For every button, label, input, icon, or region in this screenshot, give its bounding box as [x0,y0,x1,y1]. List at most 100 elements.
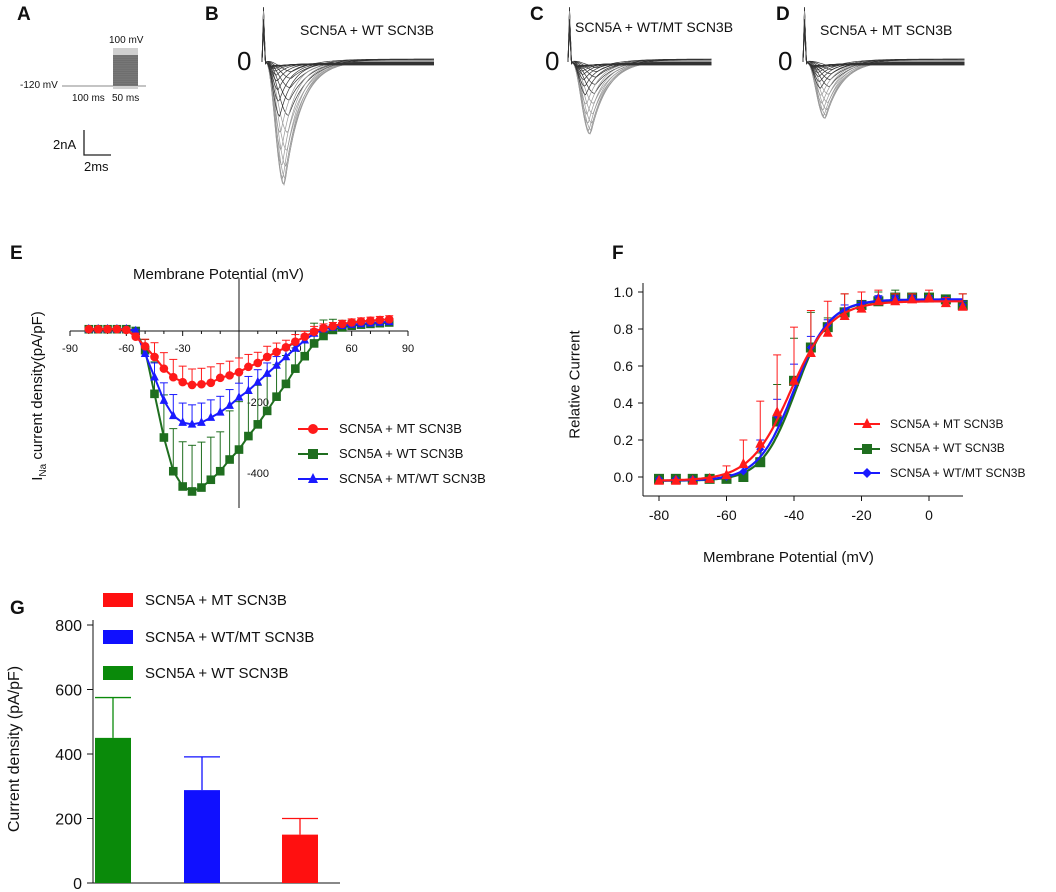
ylabel-rest: current density(pA/pF) [29,311,46,464]
panel-f-x-tick-label: -80 [649,507,669,523]
panel-f-y-tick-label: 0.6 [614,358,634,374]
panel-g-y-tick-label: 400 [55,747,82,764]
data-point-wt [291,364,300,373]
voltage-step-family [113,55,138,86]
panel-b-title: SCN5A + WT SCN3B [300,22,434,38]
data-point-mt [112,324,122,334]
data-point-mt [187,380,197,390]
legend-f-mt: SCN5A + MT SCN3B [890,417,1004,431]
data-point-wt [309,339,319,348]
ylabel-main: I [29,476,46,481]
panel-d-zero-label: 0 [778,46,793,76]
scale-bar [83,130,111,156]
data-point-mt [131,332,141,341]
data-point-mt [347,318,356,327]
panel-c-title: SCN5A + WT/MT SCN3B [575,19,734,35]
data-point-mt [225,371,234,380]
panel-f-y-tick-label: 0.0 [614,469,634,485]
panel-e-x-tick-label: 60 [346,343,358,355]
ylabel-sub: Na [38,463,49,477]
legend-e-marker-wt [308,449,318,459]
data-point-wt [234,445,244,454]
data-point-mt [309,327,319,337]
data-point-mt [687,474,698,485]
panel-c-sweep-trace [567,6,712,68]
data-point-mt [140,341,150,351]
holding-voltage-label: -120 mV [20,80,58,91]
panel-e-x-tick-label: -30 [175,343,191,355]
data-point-mt [873,295,884,306]
data-point-mt [822,326,833,337]
data-point-mt [940,297,951,308]
data-point-mt [84,324,94,334]
data-point-mt [168,372,178,382]
data-point-mt [159,364,169,373]
panel-e-x-tick-label: -90 [62,343,78,355]
bar-mt_bar [282,834,318,883]
panel-label-a: A [17,4,31,25]
panel-e-title: Membrane Potential (mV) [133,266,304,283]
panel-f-x-tick-label: -20 [851,507,871,523]
data-point-wt [168,466,178,476]
data-point-wt [197,483,206,492]
bar-mix_bar [184,790,220,883]
legend-g-swatch-mt_bar [103,593,133,607]
panel-f-xlabel: Membrane Potential (mV) [703,549,874,566]
panel-g-y-tick-label: 0 [73,876,82,892]
panel-d-sweep-trace [802,28,965,67]
panel-d-sweep-trace [802,9,965,80]
data-point-mix [262,368,272,377]
legend-f-mix: SCN5A + WT/MT SCN3B [890,466,1026,480]
data-point-wt [262,406,272,416]
legend-g-swatch-wt_bar [103,666,133,680]
legend-g-mix: SCN5A + WT/MT SCN3B [145,629,315,646]
data-point-mt [957,300,968,311]
data-point-mix [187,419,197,428]
data-point-mt [103,324,112,334]
data-point-mt [197,379,206,389]
panel-g-ylabel: Current density (pA/pF) [6,665,23,833]
data-point-wt [225,455,234,464]
data-point-mt [704,472,715,483]
legend-g-swatch-mix_bar [103,630,133,644]
legend-g-wt: SCN5A + WT SCN3B [145,665,289,682]
panel-b-sweep-trace [261,8,434,89]
panel-f-x-tick-label: 0 [925,507,933,523]
panel-b-zero-label: 0 [237,46,252,76]
data-point-wt [178,482,187,491]
legend-e-marker-mix [308,473,318,483]
data-point-mt [789,374,799,385]
data-point-mt [356,317,366,326]
panel-e-y-tick-label: -400 [247,468,269,480]
panel-b-sweep-trace [261,15,434,180]
panel-g-y-tick-label: 600 [55,683,82,700]
data-point-mix [272,360,281,369]
legend-e-mix: SCN5A + MT/WT SCN3B [339,471,486,486]
data-point-mix [206,412,216,421]
data-point-mt [272,347,281,357]
legend-e-mt: SCN5A + MT SCN3B [339,421,462,436]
step-voltage-label: 100 mV [109,35,144,46]
panel-f-y-tick-label: 0.2 [614,432,634,448]
data-point-wt [215,466,225,476]
panel-b-sweep-trace [261,16,434,166]
data-point-wt [281,379,291,389]
panel-f-y-tick-label: 1.0 [614,284,634,300]
data-point-wt [738,472,749,482]
bar-wt_bar [95,737,131,883]
data-point-mix [291,343,300,352]
data-point-mt [856,302,867,313]
data-point-mt [654,474,664,485]
data-point-mt [384,314,394,324]
data-point-mix [131,325,141,335]
duration-2-label: 50 ms [112,93,140,104]
data-point-mt [93,324,103,334]
data-point-mt [328,321,338,331]
panel-b-sweep-trace [261,13,434,180]
data-point-mt [755,437,766,448]
data-point-mt [366,316,375,326]
data-point-mix [168,410,178,420]
data-point-mt [178,377,187,387]
panel-f-y-tick-label: 0.8 [614,321,634,337]
data-point-mt [670,474,681,485]
